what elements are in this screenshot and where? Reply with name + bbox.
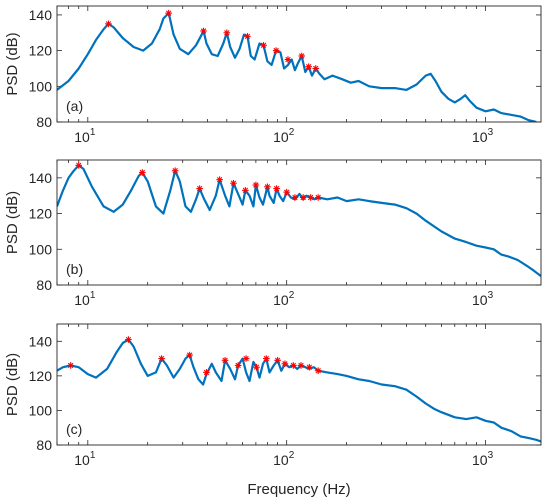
panel-label: (a)	[66, 98, 83, 114]
peak-marker	[290, 362, 297, 369]
y-tick-label: 80	[36, 277, 52, 293]
peak-marker	[306, 363, 313, 371]
x-tick-label: 103	[472, 290, 494, 308]
peak-marker	[203, 369, 210, 376]
peak-marker	[196, 185, 203, 192]
x-tick-label: 103	[472, 450, 494, 468]
peak-marker	[298, 52, 306, 60]
peak-marker	[314, 194, 322, 201]
peak-marker	[234, 362, 242, 369]
psd-series-line	[57, 164, 541, 277]
peak-marker	[272, 47, 280, 54]
peak-marker	[125, 336, 132, 343]
y-tick-label: 100	[29, 78, 53, 94]
y-axis-title: PSD (dB)	[4, 191, 21, 254]
x-tick-label: 102	[273, 450, 295, 468]
y-tick-label: 140	[29, 7, 53, 23]
panel-label: (c)	[66, 421, 82, 437]
x-tick-label: 102	[273, 290, 295, 308]
peak-marker	[230, 179, 237, 187]
peak-marker	[200, 27, 207, 35]
peak-marker	[221, 357, 229, 364]
peak-marker	[223, 29, 231, 37]
peak-marker	[263, 355, 270, 362]
y-tick-label: 120	[29, 43, 53, 59]
axes-frame	[56, 159, 542, 286]
panel-2: 80 100 120 140 101 102 103 (c) PSD (dB) Frequency…	[4, 323, 542, 498]
y-tick-label: 120	[29, 368, 53, 384]
y-tick-label: 120	[29, 206, 53, 222]
peak-marker	[139, 169, 146, 176]
peak-marker	[253, 363, 260, 371]
peak-marker	[186, 351, 193, 359]
x-tick-label: 101	[74, 290, 96, 308]
x-tick-label: 101	[74, 127, 96, 145]
axes-frame	[56, 323, 542, 446]
peak-marker	[264, 183, 271, 191]
psd-series-line	[57, 338, 541, 443]
panel-0: 80 100 120 140 101 102 103 (a) PSD (dB)	[4, 5, 542, 145]
peak-marker	[305, 63, 312, 70]
y-axis-title: PSD (dB)	[4, 353, 21, 416]
y-tick-label: 100	[29, 241, 53, 257]
x-axis-title: Frequency (Hz)	[247, 481, 350, 498]
psd-series-line	[57, 12, 537, 122]
peak-marker	[281, 360, 289, 368]
y-tick-label: 100	[29, 402, 53, 418]
panel-1: 80 100 120 140 101 102 103 (b) PSD (dB)	[4, 159, 542, 308]
peak-marker	[244, 33, 251, 40]
y-axis-title: PSD (dB)	[4, 32, 21, 95]
peak-marker	[299, 194, 307, 201]
peak-marker	[171, 167, 179, 175]
peak-marker	[252, 181, 260, 189]
peak-marker	[297, 362, 305, 369]
axes-frame	[56, 5, 542, 123]
y-tick-label: 80	[36, 114, 52, 130]
y-tick-label: 140	[29, 333, 53, 349]
peak-marker	[216, 176, 223, 183]
peak-marker	[75, 162, 83, 169]
peak-marker	[273, 185, 280, 192]
peak-marker	[242, 187, 249, 194]
peak-marker	[312, 65, 320, 72]
peak-marker	[314, 367, 322, 374]
peak-marker	[283, 188, 290, 196]
x-tick-label: 103	[472, 127, 494, 145]
peak-marker	[67, 362, 74, 369]
y-tick-label: 140	[29, 170, 53, 186]
y-tick-label: 80	[36, 437, 52, 453]
peak-marker	[165, 9, 172, 17]
peak-marker	[242, 355, 250, 362]
peak-marker	[307, 194, 314, 201]
x-tick-label: 102	[273, 127, 295, 145]
peak-marker	[284, 56, 292, 63]
panel-label: (b)	[66, 261, 83, 277]
peak-marker	[158, 355, 165, 362]
x-tick-label: 101	[74, 450, 96, 468]
peak-marker	[291, 194, 299, 201]
peak-marker	[105, 20, 112, 28]
peak-marker	[274, 357, 281, 364]
peak-marker	[260, 41, 267, 49]
